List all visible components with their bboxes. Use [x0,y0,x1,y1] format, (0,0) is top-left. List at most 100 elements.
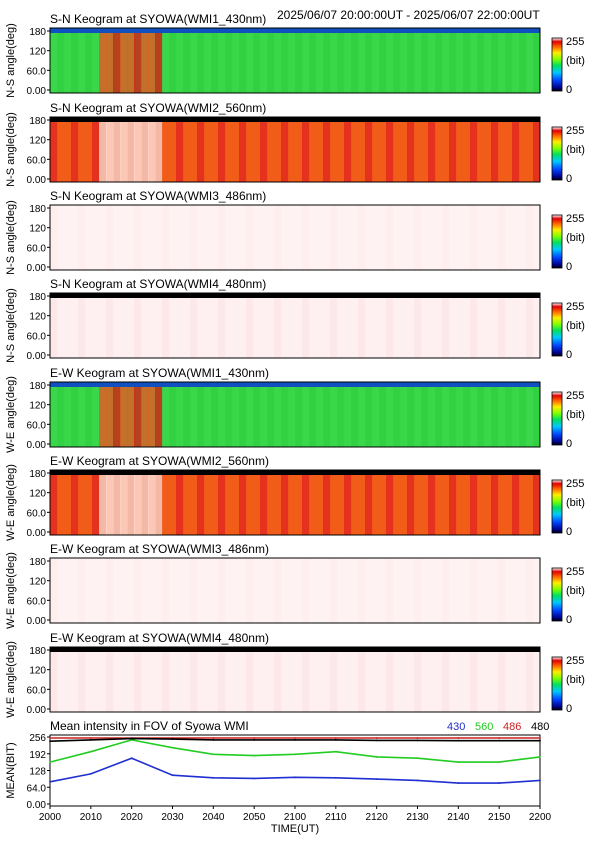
keogram-column [225,470,233,535]
y-axis-label: W-E angle(deg) [5,552,17,629]
keogram-column [267,293,275,358]
keogram-column [358,470,366,535]
keogram-column [211,382,219,447]
keogram-column [134,382,142,447]
keogram-column [428,205,436,270]
keogram-column [246,205,254,270]
keogram-column [512,558,520,623]
keogram-column [85,558,93,623]
keogram-column [407,117,415,182]
keogram-column [323,647,331,712]
keogram-column [281,293,289,358]
keogram-column [50,117,58,182]
keogram-column [386,117,394,182]
keogram-column [239,647,247,712]
keogram-column [477,293,485,358]
colorbar-unit-label: (bit) [566,232,585,244]
colorbar [551,479,563,534]
keogram-column [183,470,191,535]
keogram-column [134,647,142,712]
data-point [89,750,92,753]
keogram-column [477,205,485,270]
y-tick-label: 0.00 [27,351,47,362]
keogram-column [505,28,513,93]
keogram-column [274,205,282,270]
keogram-column [211,293,219,358]
y-tick-label: 180 [29,27,46,38]
panel-title: S-N Keogram at SYOWA(WMI2_560nm) [50,101,266,115]
keogram-column [379,558,387,623]
keogram-column [197,558,205,623]
keogram-column [92,28,100,93]
keogram-column [57,205,65,270]
keogram-column [64,647,72,712]
keogram-column [456,28,464,93]
keogram-column [477,647,485,712]
keogram-column [120,647,128,712]
keogram-column [120,470,128,535]
keogram-column [456,382,464,447]
keogram-column [302,647,310,712]
keogram-column [470,117,478,182]
keogram-column [533,293,541,358]
keogram-column [386,28,394,93]
keogram-column [449,293,457,358]
keogram-column [141,117,149,182]
keogram-column [463,117,471,182]
keogram-column [323,470,331,535]
keogram-column [148,293,156,358]
keogram-column [78,117,86,182]
colorbar-min-label: 0 [566,261,572,273]
panel-title: E-W Keogram at SYOWA(WMI2_560nm) [50,454,269,468]
colorbar-min-label: 0 [566,173,572,185]
keogram-column [155,205,163,270]
keogram-column [204,382,212,447]
keogram-column [246,293,254,358]
data-point [212,738,215,741]
keogram-column [512,647,520,712]
keogram-column [463,293,471,358]
keogram-column [148,470,156,535]
colorbar-max-label: 255 [566,213,584,225]
keogram-column [232,647,240,712]
keogram-column [344,293,352,358]
keogram-column [169,205,177,270]
keogram-column [470,382,478,447]
keogram-column [393,205,401,270]
keogram-column [470,558,478,623]
colorbar [551,656,563,711]
keogram-column [428,293,436,358]
keogram-column [456,293,464,358]
y-tick-label: 120 [29,47,46,58]
keogram-column [505,205,513,270]
keogram-column [533,470,541,535]
keogram-column [99,205,107,270]
keogram-column [407,293,415,358]
keogram-column [57,293,65,358]
keogram-column [414,647,422,712]
keogram-column [372,28,380,93]
keogram-column [449,28,457,93]
data-point [130,738,133,741]
keogram-column [71,28,79,93]
keogram-column [386,293,394,358]
keogram-column [470,205,478,270]
keogram-column [253,470,261,535]
keogram-column [295,293,303,358]
keogram-column [239,470,247,535]
keogram-column [414,28,422,93]
keogram-column [148,28,156,93]
data-point [334,738,337,741]
keogram-column [162,647,170,712]
keogram-column [372,205,380,270]
y-tick-label: 180 [29,469,46,480]
keogram-column [498,205,506,270]
colorbar-min-label: 0 [566,614,572,626]
data-point [457,737,460,739]
data-point [171,774,174,777]
keogram-column [365,205,373,270]
keogram-column [169,558,177,623]
keogram-column [526,28,534,93]
keogram-edge-band [50,382,540,387]
